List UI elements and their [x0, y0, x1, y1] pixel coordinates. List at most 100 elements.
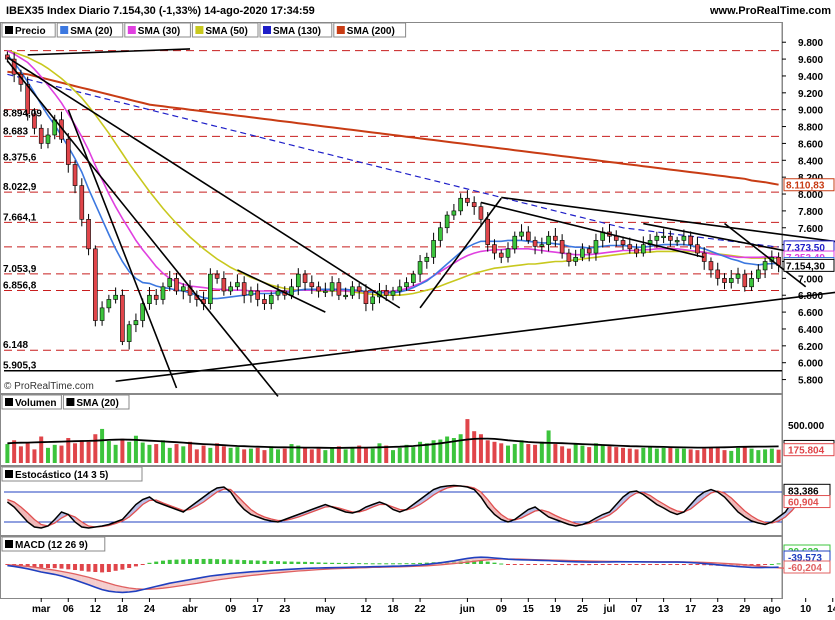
volume-bar: [539, 441, 544, 463]
volume-bar: [668, 447, 673, 463]
macd-histogram-bar: [120, 564, 125, 570]
macd-histogram-bar: [411, 563, 416, 565]
level-label: 8.022,9: [3, 182, 37, 193]
macd-histogram-bar: [228, 559, 233, 564]
stochastic-fill: [420, 494, 427, 505]
stochastic-fill: [697, 492, 705, 504]
volume-legend-item: [1, 394, 62, 410]
y-tick-label: 6.800: [798, 291, 823, 302]
volume-bar: [18, 446, 23, 463]
price-candle: [370, 296, 376, 304]
volume-bar: [499, 443, 504, 463]
price-candle: [248, 290, 254, 296]
volume-bar: [708, 447, 713, 463]
legend-item: [1, 22, 56, 38]
legend-swatch: [336, 26, 345, 34]
price-candle: [180, 286, 186, 292]
price-candle: [99, 307, 105, 321]
price-candle: [309, 282, 315, 288]
price-value-tag-text: 8.110,83: [786, 181, 825, 192]
volume-bar: [93, 434, 98, 463]
volume-bar: [715, 447, 720, 463]
volume-bar: [600, 444, 605, 463]
price-candle: [160, 286, 166, 300]
y-tick-label: 8.600: [798, 139, 823, 150]
price-candle: [302, 273, 308, 283]
macd-histogram-bar: [188, 559, 193, 564]
level-label: 7.053,9: [3, 264, 37, 275]
trend-line: [480, 201, 705, 259]
legend-swatch: [5, 540, 13, 548]
price-candle: [235, 282, 240, 288]
price-candle: [762, 261, 768, 271]
volume-bar: [593, 443, 598, 463]
price-candle: [390, 290, 396, 296]
price-candle: [38, 127, 44, 144]
legend-swatch: [127, 26, 136, 34]
price-candle: [363, 290, 369, 304]
x-tick-label: 06: [63, 604, 75, 615]
macd-histogram-bar: [600, 564, 605, 565]
stochastic-fill: [487, 499, 495, 515]
sma50-line: [7, 49, 779, 297]
volume-bar: [39, 436, 44, 463]
sma30-line: [7, 49, 779, 293]
price-candle: [397, 286, 403, 292]
price-candle: [79, 185, 85, 220]
macd-histogram-bar: [154, 561, 159, 564]
price-candle: [715, 269, 721, 279]
stochastic-fill: [650, 495, 657, 505]
y-tick-label: 6.000: [798, 359, 823, 370]
price-candle: [498, 252, 504, 258]
macd-histogram-bar: [391, 563, 395, 565]
volume-bar: [133, 435, 138, 463]
legend-item: [56, 22, 124, 38]
x-tick-label: 19: [550, 604, 562, 615]
macd-histogram-bar: [357, 563, 362, 565]
volume-bar: [215, 443, 220, 463]
volume-bar: [560, 446, 565, 463]
stochastic-fill: [670, 508, 678, 515]
volume-bar: [478, 434, 483, 463]
volume-bar: [587, 447, 592, 463]
macd-histogram-bar: [255, 560, 260, 564]
volume-bar: [648, 447, 653, 463]
macd-histogram-bar: [100, 564, 105, 573]
stochastic-value-tag: [783, 495, 831, 509]
macd-histogram-bar: [18, 564, 23, 566]
stochastic-fill: [135, 499, 143, 511]
volume-value-tag-text: 175.804: [788, 446, 825, 457]
price-candle: [316, 286, 321, 292]
macd-histogram-bar: [113, 564, 118, 571]
volume-legend-label: SMA (20): [76, 398, 118, 409]
volume-bar: [127, 441, 132, 463]
trend-line: [501, 196, 835, 243]
volume-bar: [749, 448, 754, 463]
price-candle: [323, 290, 328, 293]
legend-label: SMA (20): [70, 26, 112, 37]
y-tick-label: 7.000: [798, 274, 823, 285]
volume-bar: [343, 449, 348, 463]
price-candle: [93, 248, 98, 321]
price-candle: [492, 244, 497, 254]
price-value-tag: [783, 178, 835, 192]
price-candle: [295, 273, 301, 288]
volume-bar: [174, 444, 179, 463]
macd-histogram-bar: [641, 564, 646, 565]
macd-histogram-bar: [621, 564, 626, 565]
volume-bar: [654, 448, 659, 463]
price-candle: [126, 324, 132, 342]
volume-bar: [506, 445, 511, 463]
macd-histogram-bar: [553, 564, 558, 565]
trend-line: [115, 291, 835, 383]
stochastic-fill: [34, 519, 42, 528]
site-link[interactable]: www.ProRealTime.com: [709, 5, 831, 17]
x-tick-label: 12: [90, 604, 102, 615]
stochastic-fill: [548, 512, 556, 520]
macd-histogram-bar: [208, 558, 213, 564]
y-tick-label: 8.000: [798, 190, 823, 201]
legend-item: [259, 22, 333, 38]
macd-histogram-bar: [627, 564, 632, 565]
volume-bar: [79, 440, 84, 463]
